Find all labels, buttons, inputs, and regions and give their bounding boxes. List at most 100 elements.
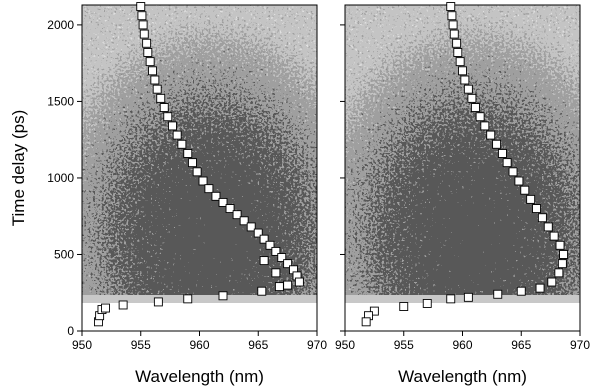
marker xyxy=(283,259,293,269)
x-tick-label: 970 xyxy=(570,338,590,352)
marker xyxy=(183,149,193,158)
marker xyxy=(446,2,456,11)
map-edge xyxy=(82,295,317,303)
x-axis-label: Wavelength (nm) xyxy=(135,367,264,386)
marker xyxy=(475,112,485,122)
marker xyxy=(137,11,147,21)
marker xyxy=(498,149,507,158)
marker xyxy=(253,228,263,238)
marker xyxy=(172,130,182,140)
marker xyxy=(470,103,480,112)
marker xyxy=(138,20,148,30)
marker xyxy=(555,240,565,250)
marker xyxy=(422,299,432,308)
marker xyxy=(192,167,202,177)
marker xyxy=(547,277,557,287)
x-tick-label: 965 xyxy=(248,338,268,352)
marker xyxy=(246,222,256,232)
marker xyxy=(177,139,187,149)
y-tick-label: 2000 xyxy=(47,18,74,32)
marker xyxy=(455,57,465,67)
marker xyxy=(142,38,152,48)
marker xyxy=(549,231,559,241)
marker xyxy=(101,303,110,313)
marker xyxy=(156,93,166,103)
marker xyxy=(239,216,249,226)
marker xyxy=(537,213,547,223)
marker xyxy=(453,47,463,57)
y-axis-label: Time delay (ps) xyxy=(9,110,28,227)
marker xyxy=(447,11,457,21)
marker xyxy=(557,259,567,269)
x-tick-label: 955 xyxy=(394,338,414,352)
marker xyxy=(118,300,128,310)
marker xyxy=(516,286,526,296)
marker xyxy=(369,306,379,316)
marker xyxy=(265,240,275,250)
marker xyxy=(163,112,173,122)
marker xyxy=(449,29,459,39)
marker xyxy=(168,121,177,131)
marker xyxy=(259,256,269,266)
marker xyxy=(532,204,541,214)
y-tick-label: 1000 xyxy=(47,171,74,185)
marker xyxy=(458,66,467,76)
marker xyxy=(259,234,269,244)
marker xyxy=(139,29,149,39)
marker xyxy=(543,222,553,232)
marker xyxy=(361,317,371,327)
marker xyxy=(514,176,524,186)
intensity-map xyxy=(345,5,580,301)
marker xyxy=(467,93,477,103)
x-tick-label: 950 xyxy=(335,338,355,352)
x-axis-label: Wavelength (nm) xyxy=(398,367,527,386)
y-tick-label: 500 xyxy=(54,247,74,261)
marker xyxy=(463,84,473,94)
marker xyxy=(148,66,157,76)
marker xyxy=(294,277,304,287)
marker xyxy=(218,291,228,301)
marker xyxy=(502,158,512,168)
marker xyxy=(492,139,502,149)
marker xyxy=(153,297,163,307)
marker xyxy=(460,75,470,85)
marker xyxy=(399,302,409,311)
marker xyxy=(448,20,458,30)
marker xyxy=(452,38,462,48)
x-tick-label: 960 xyxy=(189,338,209,352)
marker xyxy=(283,280,293,290)
marker xyxy=(274,282,284,292)
marker xyxy=(508,167,518,177)
marker xyxy=(159,103,169,112)
y-tick-label: 1500 xyxy=(47,94,74,108)
marker xyxy=(204,184,214,194)
marker xyxy=(559,250,568,259)
map-edge xyxy=(345,295,580,303)
marker xyxy=(486,130,496,140)
x-tick-label: 955 xyxy=(131,338,151,352)
x-tick-label: 950 xyxy=(72,338,92,352)
marker xyxy=(136,2,146,11)
marker xyxy=(187,158,197,168)
marker xyxy=(463,292,473,302)
marker xyxy=(183,294,193,304)
x-tick-label: 965 xyxy=(511,338,531,352)
x-tick-label: 970 xyxy=(307,338,327,352)
marker xyxy=(198,176,208,186)
marker xyxy=(232,210,242,220)
marker xyxy=(520,185,530,195)
y-tick-label: 0 xyxy=(67,324,74,338)
marker xyxy=(257,286,267,296)
marker xyxy=(145,57,155,67)
x-tick-label: 960 xyxy=(452,338,472,352)
marker xyxy=(277,253,287,262)
marker xyxy=(271,268,281,278)
marker xyxy=(211,191,221,201)
marker xyxy=(143,47,153,57)
marker xyxy=(152,84,162,94)
marker xyxy=(480,121,490,131)
marker xyxy=(526,194,536,204)
marker xyxy=(150,75,160,85)
marker xyxy=(225,204,235,214)
